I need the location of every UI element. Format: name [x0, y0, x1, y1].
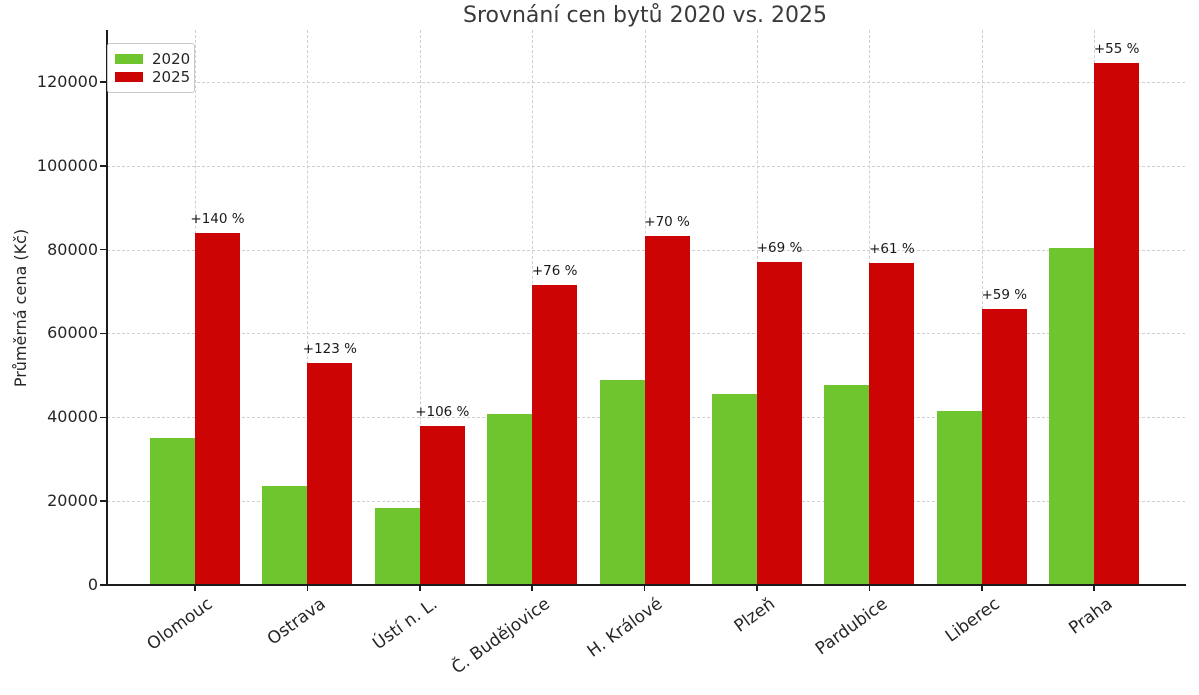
- x-tick-label: Ústí n. L.: [369, 594, 442, 655]
- bar-2020-2: [262, 485, 308, 585]
- growth-label: +61 %: [869, 241, 915, 258]
- bar-2025-6: [757, 261, 802, 585]
- legend-label-2020: 2020: [152, 50, 191, 68]
- x-tick-label: Praha: [1064, 594, 1116, 639]
- growth-label: +59 %: [981, 287, 1028, 304]
- x-axis-spine: [106, 584, 1186, 586]
- y-tick-label: 80000: [47, 239, 98, 259]
- y-tick-label: 0: [87, 575, 98, 594]
- y-gridline: [107, 81, 1185, 83]
- bar-2020-6: [712, 393, 757, 585]
- y-tick: [100, 332, 107, 335]
- x-gridline: [419, 30, 421, 585]
- growth-label: +70 %: [644, 213, 690, 230]
- y-tick: [100, 165, 107, 167]
- legend-swatch-2025: [115, 72, 143, 82]
- y-gridline: [107, 165, 1185, 167]
- y-axis-spine: [106, 30, 108, 586]
- y-tick: [100, 500, 107, 502]
- x-tick: [194, 585, 196, 591]
- x-tick-label: Olomouc: [143, 594, 217, 655]
- y-tick-label: 40000: [47, 407, 98, 427]
- y-tick-label: 100000: [36, 155, 98, 175]
- y-tick-label: 60000: [47, 323, 98, 343]
- growth-label: +69 %: [756, 239, 803, 256]
- bar-2020-4: [487, 414, 533, 585]
- bar-2025-9: [1094, 63, 1140, 585]
- plot-area: [107, 30, 1185, 585]
- x-tick-label: Č. Budějovice: [448, 594, 554, 679]
- bar-2025-7: [869, 263, 915, 585]
- x-tick-label: Plzeň: [730, 594, 779, 637]
- growth-label: +140 %: [190, 210, 245, 227]
- bar-2020-7: [824, 385, 870, 585]
- y-tick-label: 120000: [36, 71, 98, 91]
- x-tick: [868, 585, 871, 591]
- bar-2025-8: [981, 309, 1027, 585]
- y-tick: [100, 584, 107, 586]
- legend-label-2025: 2025: [152, 68, 191, 86]
- bar-2020-1: [150, 438, 195, 585]
- x-tick: [306, 585, 309, 591]
- legend-swatch-2020: [115, 54, 143, 64]
- legend-item-2025: 2025: [115, 68, 190, 86]
- bar-2025-2: [307, 363, 353, 585]
- bar-2025-3: [419, 426, 465, 585]
- x-tick: [1093, 585, 1095, 591]
- y-tick-label: 20000: [47, 491, 98, 511]
- bar-2025-4: [532, 284, 578, 585]
- x-tick-label: Ostrava: [263, 594, 330, 650]
- legend-item-2020: 2020: [115, 50, 190, 68]
- x-tick: [531, 585, 533, 591]
- x-gridline: [981, 30, 983, 585]
- growth-label: +106 %: [415, 404, 470, 421]
- y-tick: [100, 248, 107, 251]
- x-tick-label: Liberec: [941, 594, 1004, 647]
- y-tick: [100, 416, 107, 419]
- bar-2025-1: [195, 232, 240, 585]
- chart-title: Srovnání cen bytů 2020 vs. 2025: [462, 3, 828, 28]
- legend: 2020 2025: [107, 43, 195, 93]
- bar-2020-3: [374, 507, 420, 585]
- bar-2020-9: [1049, 248, 1095, 585]
- growth-label: +55 %: [1093, 41, 1140, 58]
- x-tick-label: H. Králové: [583, 594, 667, 662]
- growth-label: +76 %: [531, 262, 578, 279]
- bar-2020-8: [936, 411, 982, 585]
- x-tick: [419, 585, 421, 591]
- growth-label: +123 %: [302, 341, 357, 358]
- x-tick: [643, 585, 646, 591]
- x-tick: [756, 585, 758, 591]
- x-tick-label: Pardubice: [811, 594, 892, 660]
- x-tick: [981, 585, 983, 591]
- bar-2020-5: [599, 379, 645, 585]
- x-gridline: [307, 30, 309, 585]
- y-tick: [100, 81, 107, 83]
- bar-2025-5: [644, 235, 690, 585]
